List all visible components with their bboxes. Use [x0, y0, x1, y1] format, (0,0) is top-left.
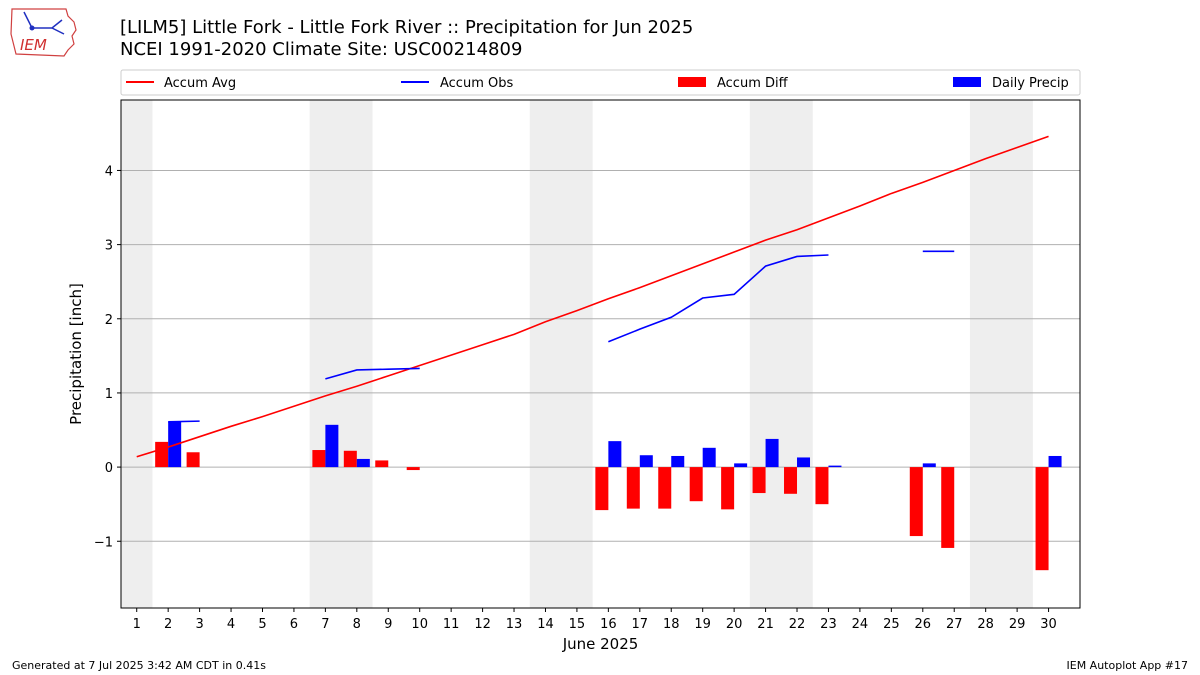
y-tick-label: 2: [105, 313, 113, 328]
accum-diff-bar: [406, 467, 420, 471]
accum-obs-line: [608, 254, 829, 343]
x-tick-label: 13: [506, 617, 523, 632]
logo-text: IEM: [20, 36, 47, 54]
daily-precip-bar: [734, 463, 748, 468]
legend-accum-obs-label: Accum Obs: [440, 76, 513, 91]
x-tick-label: 19: [694, 617, 711, 632]
legend-daily-precip-label: Daily Precip: [992, 76, 1069, 91]
daily-precip-bar: [1048, 455, 1062, 468]
x-tick-label: 9: [384, 617, 392, 632]
y-tick-label: 3: [105, 239, 113, 254]
x-tick-label: 27: [946, 617, 963, 632]
daily-precip-bar: [356, 458, 370, 468]
accum-diff-bar: [1035, 467, 1049, 571]
x-axis-label: June 2025: [562, 635, 639, 653]
accum-diff-bar: [752, 467, 766, 494]
x-tick-label: 23: [820, 617, 837, 632]
y-tick-label: 4: [105, 164, 113, 179]
weekend-band: [969, 100, 1033, 608]
iem-logo: IEM: [10, 8, 77, 57]
daily-precip-bar: [702, 447, 716, 468]
x-tick-label: 28: [977, 617, 994, 632]
x-tick-label: 11: [443, 617, 460, 632]
x-tick-label: 8: [353, 617, 361, 632]
accum-diff-bar: [186, 452, 200, 468]
daily-precip-bar: [828, 465, 842, 468]
daily-precip-bar: [639, 455, 653, 468]
chart-legend: Accum Avg Accum Obs Accum Diff Daily Precip: [120, 69, 1081, 96]
x-tick-label: 18: [663, 617, 680, 632]
daily-precip-bar: [325, 424, 339, 468]
accum-avg-line: [136, 135, 1049, 458]
daily-precip-bar: [608, 441, 622, 468]
app-credit: IEM Autoplot App #17: [1066, 659, 1189, 672]
accum-obs-line: [168, 420, 200, 423]
chart-title: [LILM5] Little Fork - Little Fork River …: [120, 17, 694, 38]
legend-accum-avg-label: Accum Avg: [164, 76, 236, 91]
accum-diff-bar: [658, 467, 672, 509]
x-tick-label: 17: [632, 617, 649, 632]
accum-diff-bar: [909, 467, 923, 537]
plot-frame: [120, 99, 1081, 609]
x-tick-label: 10: [411, 617, 428, 632]
x-tick-label: 20: [726, 617, 743, 632]
y-tick-label: 0: [105, 461, 113, 476]
generated-timestamp: Generated at 7 Jul 2025 3:42 AM CDT in 0…: [12, 659, 266, 672]
x-tick-label: 25: [883, 617, 900, 632]
x-tick-label: 22: [789, 617, 806, 632]
accum-obs-line: [325, 367, 420, 380]
weekend-band: [529, 100, 593, 608]
chart-subtitle: NCEI 1991-2020 Climate Site: USC00214809: [120, 39, 523, 60]
x-tick-label: 16: [600, 617, 617, 632]
y-axis-label: Precipitation [inch]: [67, 283, 85, 425]
daily-precip-bar: [765, 438, 779, 468]
daily-precip-bar: [797, 457, 811, 468]
legend-accum-diff-swatch: [678, 77, 706, 87]
legend-daily-precip-swatch: [953, 77, 981, 87]
accum-diff-bar: [595, 467, 609, 511]
x-tick-label: 14: [537, 617, 554, 632]
accum-diff-bar: [155, 441, 169, 468]
x-tick-label: 21: [757, 617, 774, 632]
x-tick-label: 4: [227, 617, 235, 632]
y-tick-label: 1: [105, 387, 113, 402]
daily-precip-bar: [671, 455, 685, 468]
accum-diff-bar: [689, 467, 703, 502]
x-tick-label: 2: [164, 617, 172, 632]
weekend-band: [121, 100, 153, 608]
accum-diff-bar: [815, 467, 829, 505]
accum-diff-bar: [784, 467, 798, 494]
legend-accum-diff-label: Accum Diff: [717, 76, 789, 91]
x-tick-label: 15: [569, 617, 586, 632]
weekend-band: [749, 100, 813, 608]
accum-diff-bar: [375, 460, 389, 468]
weekend-band: [309, 100, 373, 608]
x-tick-label: 7: [321, 617, 329, 632]
x-tick-label: 12: [474, 617, 491, 632]
x-tick-label: 29: [1009, 617, 1026, 632]
x-tick-label: 26: [915, 617, 932, 632]
x-tick-label: 30: [1040, 617, 1057, 632]
x-tick-label: 1: [133, 617, 141, 632]
x-tick-label: 24: [852, 617, 869, 632]
accum-diff-bar: [941, 467, 955, 548]
x-tick-label: 5: [258, 617, 266, 632]
y-tick-label: −1: [94, 535, 113, 550]
x-tick-label: 6: [290, 617, 298, 632]
plot-area: 1 2 3 4 5 6 7 8 9 10 11 12 13 14 15 16 17 18 19 20 21 22 23 24 2…: [67, 99, 1081, 653]
accum-diff-bar: [721, 467, 735, 510]
accum-diff-bar: [343, 450, 357, 468]
x-tick-label: 3: [195, 617, 203, 632]
accum-diff-bar: [626, 467, 640, 509]
accum-diff-bar: [312, 450, 326, 468]
daily-precip-bar: [922, 463, 936, 468]
legend-box: [120, 69, 1081, 96]
